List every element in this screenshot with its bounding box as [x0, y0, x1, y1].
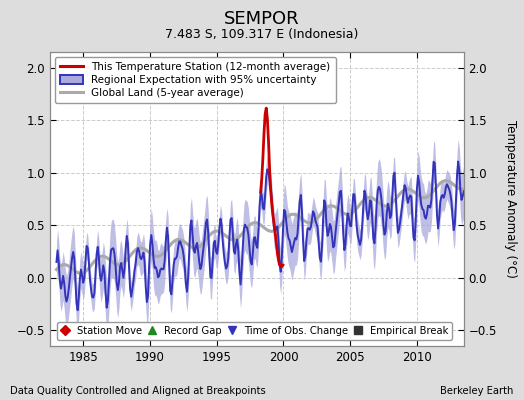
Text: SEMPOR: SEMPOR — [224, 10, 300, 28]
Text: Data Quality Controlled and Aligned at Breakpoints: Data Quality Controlled and Aligned at B… — [10, 386, 266, 396]
Text: Berkeley Earth: Berkeley Earth — [440, 386, 514, 396]
Text: 7.483 S, 109.317 E (Indonesia): 7.483 S, 109.317 E (Indonesia) — [165, 28, 359, 41]
Legend: Station Move, Record Gap, Time of Obs. Change, Empirical Break: Station Move, Record Gap, Time of Obs. C… — [57, 322, 452, 340]
Y-axis label: Temperature Anomaly (°C): Temperature Anomaly (°C) — [504, 120, 517, 278]
